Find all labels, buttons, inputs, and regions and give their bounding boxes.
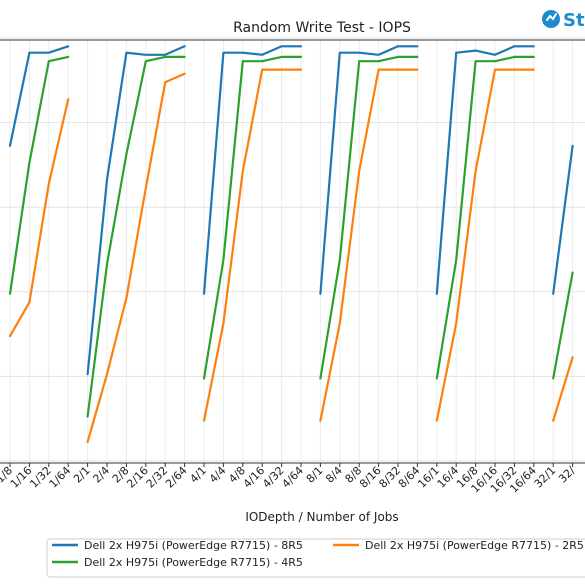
series-line (8, 45, 70, 147)
series-line (319, 55, 419, 380)
series-line (86, 45, 186, 376)
series-line (319, 45, 419, 295)
x-axis-label: IODepth / Number of Jobs (245, 510, 398, 524)
legend-label: Dell 2x H975i (PowerEdge R7715) - 2R5 (365, 539, 584, 552)
logo-mark-icon (542, 10, 560, 28)
legend-label: Dell 2x H975i (PowerEdge R7715) - 8R5 (84, 539, 303, 552)
legend: Dell 2x H975i (PowerEdge R7715) - 8R5 Del… (46, 538, 585, 578)
x-tick-label: 8/1 (304, 464, 326, 486)
series-line (202, 45, 303, 295)
series-line (435, 45, 535, 295)
series-line (8, 98, 70, 338)
series-line (435, 68, 535, 422)
chart-title: Random Write Test - IOPS (233, 20, 411, 36)
series-line (202, 55, 303, 380)
logo-text: St (563, 10, 585, 31)
x-tick-label: 2/1 (71, 464, 93, 486)
x-tick-label: 1/64 (47, 464, 74, 491)
series-line (86, 55, 186, 418)
plot-area-frame (0, 39, 585, 464)
series-line (86, 72, 186, 443)
series-lines (8, 45, 574, 443)
x-tick-label: 32/1 (532, 464, 559, 491)
x-tick-label: 2/4 (90, 464, 112, 486)
storagereview-logo: St (541, 7, 585, 31)
x-tick-label: 4/1 (187, 464, 209, 486)
series-line (552, 271, 574, 380)
x-tick-label: 8/4 (323, 464, 345, 486)
series-line (202, 68, 303, 422)
legend-box (46, 538, 585, 578)
series-line (552, 144, 574, 295)
x-tick-labels: 1/81/161/321/642/12/42/82/162/322/644/14… (0, 463, 578, 496)
series-line (435, 55, 535, 380)
grid-lines (0, 37, 585, 463)
legend-label: Dell 2x H975i (PowerEdge R7715) - 4R5 (84, 556, 303, 569)
x-tick-label: 4/64 (279, 464, 306, 491)
x-tick-label: 2/64 (163, 464, 190, 491)
series-line (8, 55, 70, 295)
x-tick-label: 4/4 (207, 464, 229, 486)
series-line (552, 356, 574, 422)
series-line (319, 68, 419, 422)
x-tick-label: 32/ (556, 464, 578, 486)
